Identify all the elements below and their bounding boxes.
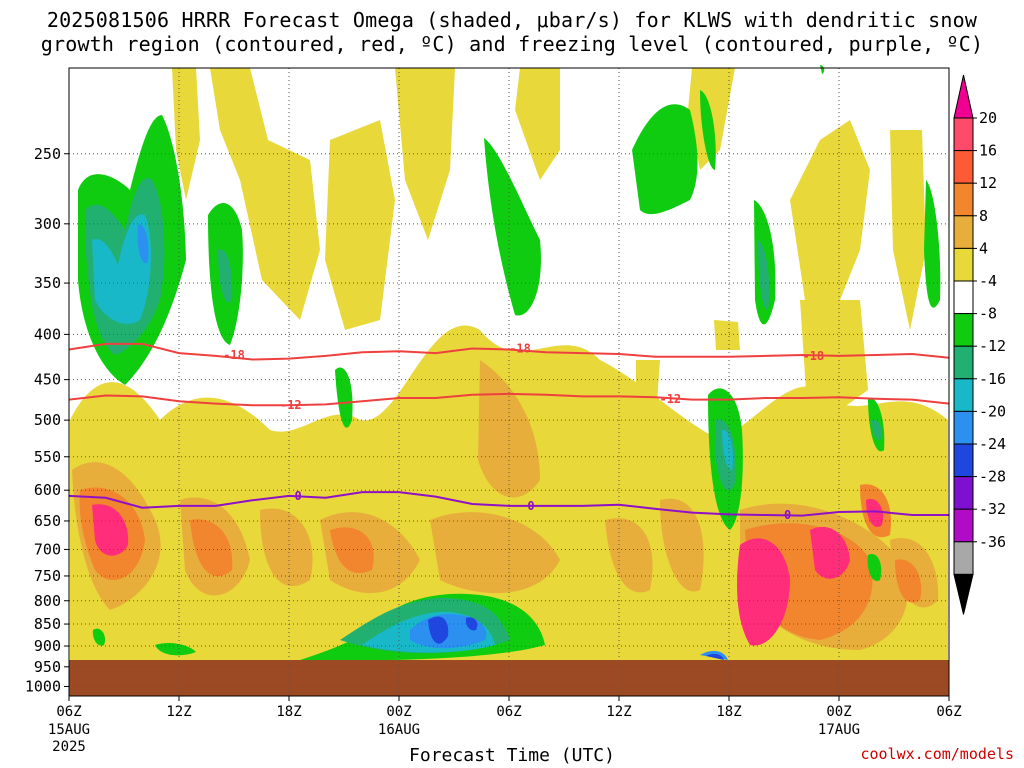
x-tick-label: 18Z <box>276 704 301 720</box>
colorbar-tick-label: 4 <box>979 239 988 257</box>
contour-label: -18 <box>509 342 531 356</box>
y-tick-label: 650 <box>34 512 61 530</box>
y-tick-label: 550 <box>34 448 61 466</box>
colorbar-swatch <box>953 150 974 184</box>
colorbar-tick-label: -16 <box>979 370 1006 388</box>
contour-label: -12 <box>280 398 302 412</box>
colorbar-tick-label: 12 <box>979 174 997 192</box>
colorbar-swatch <box>953 476 974 510</box>
x-date-label: 17AUG <box>818 722 860 738</box>
contour-label: -18 <box>223 348 245 362</box>
x-axis-label: Forecast Time (UTC) <box>409 745 615 766</box>
y-tick-label: 950 <box>34 658 61 676</box>
x-tick-label: 18Z <box>716 704 741 720</box>
colorbar: 20 16 12 8 4 -4 -8 -12 -16 -20 -24 -28 -32 -36 <box>953 74 1006 615</box>
colorbar-tick-label: -20 <box>979 402 1006 420</box>
y-tick-label: 300 <box>34 215 61 233</box>
y-tick-label: 850 <box>34 615 61 633</box>
colorbar-swatch <box>953 280 974 315</box>
omega-shade-pink <box>92 499 884 646</box>
colorbar-swatch <box>953 508 974 543</box>
y-tick-label: 400 <box>34 325 61 343</box>
colorbar-swatch <box>953 215 974 249</box>
colorbar-swatch <box>953 443 974 478</box>
x-date-label: 16AUG <box>378 722 420 738</box>
colorbar-tick-label: -4 <box>979 272 997 290</box>
y-tick-label: 750 <box>34 567 61 585</box>
colorbar-tick-label: -8 <box>979 305 997 323</box>
colorbar-swatch <box>953 345 974 380</box>
x-tick-label: 12Z <box>166 704 191 720</box>
x-tick-label: 06Z <box>56 704 81 720</box>
y-axis-ticks: 250 300 350 400 450 500 550 600 650 700 750 800 850 9… <box>25 145 69 696</box>
x-date-label: 2025 <box>52 739 86 755</box>
y-tick-label: 800 <box>34 592 61 610</box>
y-tick-label: 900 <box>34 637 61 655</box>
colorbar-swatch <box>953 117 974 152</box>
colorbar-tick-label: 20 <box>979 109 997 127</box>
x-date-label: 15AUG <box>48 722 90 738</box>
contour-line <box>68 392 950 407</box>
contour-labels: -18 -18 -18 -12 -12 0 0 0 <box>223 342 824 522</box>
colorbar-swatch <box>953 410 974 445</box>
contour-line <box>68 491 949 517</box>
y-tick-label: 500 <box>34 411 61 429</box>
x-tick-label: 12Z <box>606 704 631 720</box>
chart-title-line2: growth region (contoured, red, ºC) and f… <box>40 32 984 56</box>
colorbar-top-arrow <box>953 74 974 119</box>
contour-label: -18 <box>802 349 824 363</box>
y-tick-label: 700 <box>34 540 61 558</box>
y-tick-label: 1000 <box>25 678 61 696</box>
omega-shade-dark-blue <box>428 616 724 660</box>
x-tick-label: 06Z <box>496 704 521 720</box>
contour-label: 0 <box>527 499 534 513</box>
contour-label: -12 <box>659 392 681 406</box>
y-tick-label: 450 <box>34 371 61 389</box>
colorbar-swatch <box>953 182 974 217</box>
colorbar-tick-label: -32 <box>979 500 1006 518</box>
y-tick-label: 350 <box>34 274 61 292</box>
colorbar-tick-label: -28 <box>979 468 1006 486</box>
colorbar-tick-label: -24 <box>979 435 1006 453</box>
colorbar-swatch <box>953 247 974 282</box>
colorbar-tick-label: -12 <box>979 337 1006 355</box>
x-tick-label: 00Z <box>826 704 851 720</box>
contour-label: 0 <box>784 508 791 522</box>
colorbar-tick-label: -36 <box>979 533 1006 551</box>
x-tick-label: 00Z <box>386 704 411 720</box>
colorbar-swatch <box>953 541 974 575</box>
contours <box>68 342 950 517</box>
x-tick-label: 06Z <box>936 704 961 720</box>
colorbar-swatch <box>953 313 974 347</box>
contour-label: 0 <box>295 489 302 503</box>
credit-link[interactable]: coolwx.com/models <box>860 745 1014 763</box>
colorbar-bottom-arrow <box>953 573 974 615</box>
y-tick-label: 600 <box>34 481 61 499</box>
contour-line <box>68 342 950 361</box>
colorbar-tick-label: 8 <box>979 207 988 225</box>
colorbar-tick-label: 16 <box>979 142 997 160</box>
y-tick-label: 250 <box>34 145 61 163</box>
chart-title-line1: 2025081506 HRRR Forecast Omega (shaded, … <box>46 8 978 32</box>
colorbar-swatch <box>953 378 974 412</box>
ground-layer <box>69 660 949 696</box>
